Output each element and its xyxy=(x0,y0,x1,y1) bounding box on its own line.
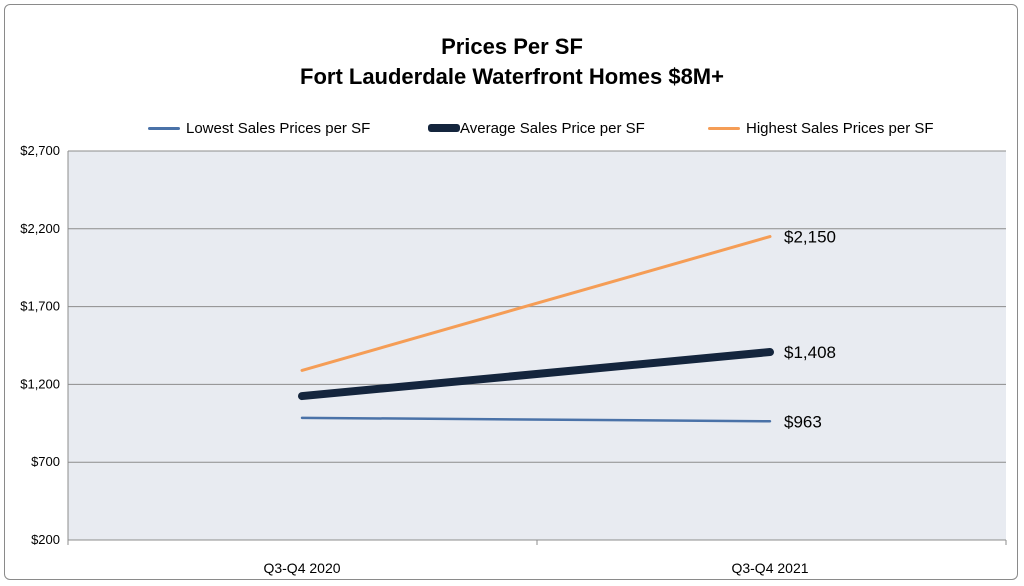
data-label-average: $1,408 xyxy=(784,343,836,362)
y-tick-label: $2,700 xyxy=(20,143,60,158)
legend-label-lowest: Lowest Sales Prices per SF xyxy=(186,119,371,137)
series-line-highest xyxy=(300,235,772,372)
legend-label-highest: Highest Sales Prices per SF xyxy=(746,119,934,137)
legend-swatch-average xyxy=(428,124,460,132)
y-tick-label: $2,200 xyxy=(20,221,60,236)
data-label-highest: $2,150 xyxy=(784,228,836,247)
legend-item-average: Average Sales Price per SF xyxy=(428,118,645,138)
chart-subtitle: Fort Lauderdale Waterfront Homes $8M+ xyxy=(300,64,724,89)
plot-area xyxy=(68,151,1006,540)
legend-item-highest: Highest Sales Prices per SF xyxy=(708,118,934,138)
y-tick-label: $1,200 xyxy=(20,376,60,391)
chart-title: Prices Per SF xyxy=(441,34,583,59)
series-line-average xyxy=(298,348,774,401)
series-line-lowest xyxy=(300,416,772,423)
legend-swatch-lowest xyxy=(148,126,180,130)
data-label-lowest: $963 xyxy=(784,412,822,431)
y-tick-label: $700 xyxy=(31,454,60,469)
legend-label-average: Average Sales Price per SF xyxy=(460,119,645,137)
legend-item-lowest: Lowest Sales Prices per SF xyxy=(148,118,370,138)
x-tick-label: Q3-Q4 2021 xyxy=(731,560,808,576)
y-tick-label: $200 xyxy=(31,532,60,547)
y-tick-label: $1,700 xyxy=(20,299,60,314)
x-tick-label: Q3-Q4 2020 xyxy=(263,560,340,576)
legend-swatch-highest xyxy=(708,126,740,130)
